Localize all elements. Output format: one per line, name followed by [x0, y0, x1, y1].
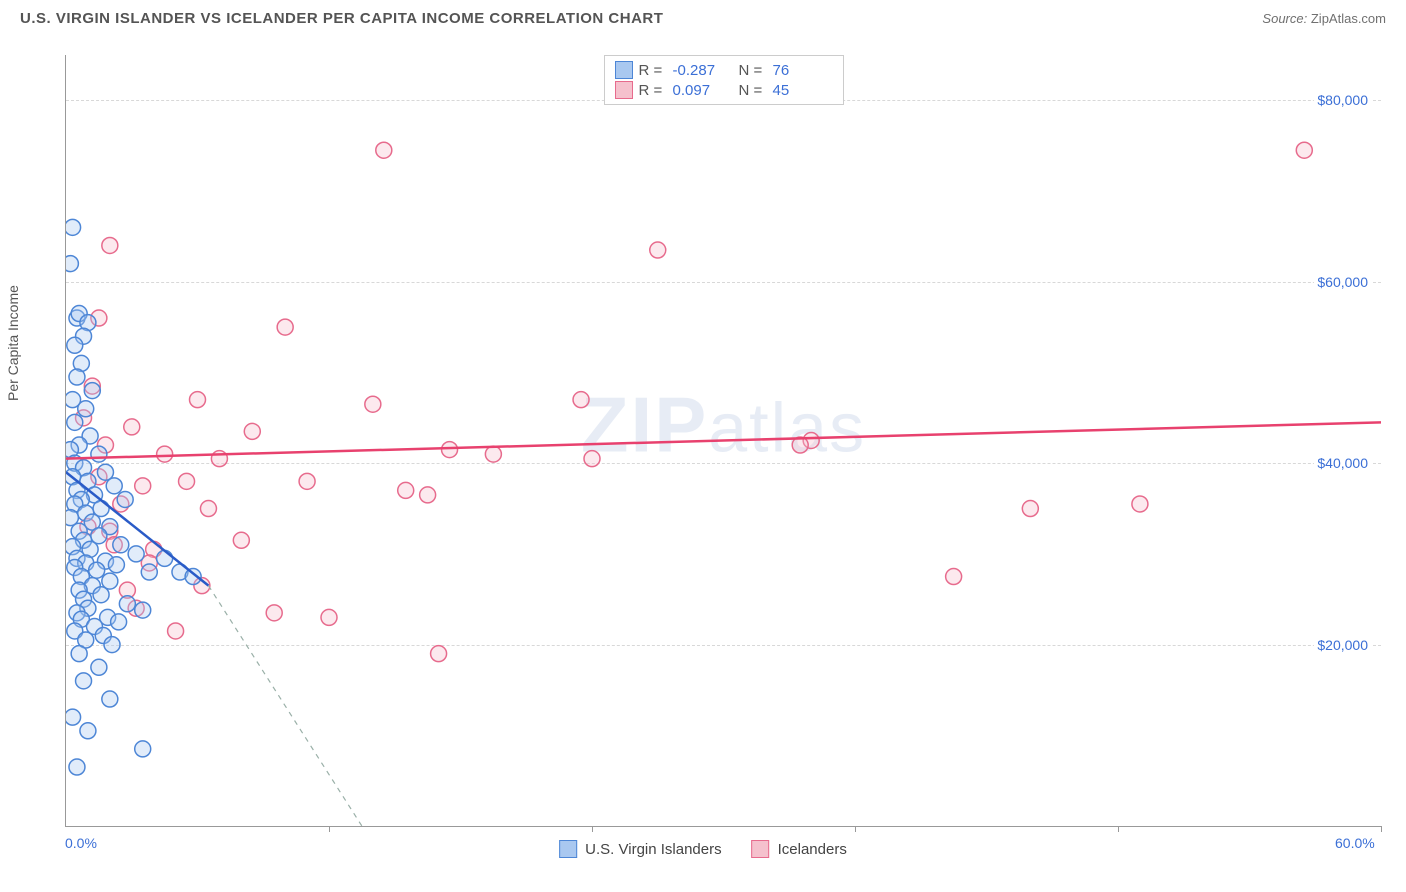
correlation-row-usvi: R = -0.287 N = 76	[615, 60, 833, 80]
data-point-usvi	[91, 446, 107, 462]
data-point-usvi	[106, 478, 122, 494]
n-value-iceland: 45	[773, 82, 833, 99]
data-point-iceland	[946, 569, 962, 585]
n-value-usvi: 76	[773, 62, 833, 79]
data-point-usvi	[128, 546, 144, 562]
chart-title: U.S. VIRGIN ISLANDER VS ICELANDER PER CA…	[20, 10, 663, 27]
x-axis-min-label: 0.0%	[65, 835, 97, 851]
legend-item-iceland: Icelanders	[752, 840, 847, 858]
data-point-usvi	[93, 587, 109, 603]
legend-item-usvi: U.S. Virgin Islanders	[559, 840, 721, 858]
data-point-iceland	[365, 396, 381, 412]
x-axis-max-label: 60.0%	[1335, 835, 1375, 851]
data-point-usvi	[80, 723, 96, 739]
x-tick	[592, 826, 593, 832]
data-point-iceland	[190, 392, 206, 408]
data-point-iceland	[244, 423, 260, 439]
legend-label-usvi: U.S. Virgin Islanders	[585, 841, 721, 858]
plot-svg	[66, 55, 1381, 826]
swatch-usvi	[615, 61, 633, 79]
data-point-usvi	[111, 614, 127, 630]
data-point-usvi	[84, 383, 100, 399]
data-point-usvi	[66, 219, 81, 235]
data-point-usvi	[113, 537, 129, 553]
data-point-usvi	[102, 691, 118, 707]
data-point-usvi	[135, 741, 151, 757]
data-point-usvi	[66, 709, 81, 725]
data-point-iceland	[157, 446, 173, 462]
data-point-iceland	[277, 319, 293, 335]
data-point-iceland	[321, 609, 337, 625]
data-point-usvi	[76, 673, 92, 689]
data-point-iceland	[420, 487, 436, 503]
data-point-usvi	[66, 256, 78, 272]
plot-area: ZIPatlas R = -0.287 N = 76 R = 0.097 N =…	[65, 55, 1381, 827]
data-point-iceland	[573, 392, 589, 408]
data-point-iceland	[650, 242, 666, 258]
r-value-iceland: 0.097	[673, 82, 733, 99]
data-point-iceland	[168, 623, 184, 639]
x-tick	[1381, 826, 1382, 832]
data-point-iceland	[1022, 501, 1038, 517]
data-point-usvi	[69, 759, 85, 775]
swatch-iceland	[615, 81, 633, 99]
chart-source: Source: ZipAtlas.com	[1262, 11, 1386, 26]
data-point-usvi	[67, 337, 83, 353]
data-point-usvi	[108, 557, 124, 573]
data-point-iceland	[135, 478, 151, 494]
data-point-iceland	[299, 473, 315, 489]
data-point-usvi	[67, 414, 83, 430]
data-point-iceland	[102, 237, 118, 253]
n-label: N =	[739, 62, 767, 79]
data-point-usvi	[69, 369, 85, 385]
x-tick	[329, 826, 330, 832]
data-point-iceland	[200, 501, 216, 517]
chart-container: Per Capita Income ZIPatlas R = -0.287 N …	[20, 45, 1386, 872]
legend-label-iceland: Icelanders	[778, 841, 847, 858]
data-point-iceland	[442, 442, 458, 458]
r-label: R =	[639, 82, 667, 99]
data-point-usvi	[89, 562, 105, 578]
data-point-iceland	[485, 446, 501, 462]
swatch-iceland	[752, 840, 770, 858]
n-label: N =	[739, 82, 767, 99]
data-point-iceland	[1132, 496, 1148, 512]
y-axis-label: Per Capita Income	[5, 285, 21, 401]
trend-line-dash-usvi	[208, 586, 361, 826]
data-point-usvi	[71, 646, 87, 662]
r-label: R =	[639, 62, 667, 79]
x-tick	[1118, 826, 1119, 832]
chart-header: U.S. VIRGIN ISLANDER VS ICELANDER PER CA…	[0, 0, 1406, 27]
swatch-usvi	[559, 840, 577, 858]
r-value-usvi: -0.287	[673, 62, 733, 79]
data-point-usvi	[135, 602, 151, 618]
data-point-iceland	[376, 142, 392, 158]
data-point-usvi	[141, 564, 157, 580]
source-label: Source:	[1262, 11, 1307, 26]
data-point-iceland	[1296, 142, 1312, 158]
source-value: ZipAtlas.com	[1311, 11, 1386, 26]
data-point-usvi	[117, 491, 133, 507]
data-point-usvi	[91, 659, 107, 675]
data-point-iceland	[266, 605, 282, 621]
data-point-usvi	[119, 596, 135, 612]
data-point-iceland	[584, 451, 600, 467]
data-point-iceland	[431, 646, 447, 662]
data-point-iceland	[179, 473, 195, 489]
data-point-usvi	[157, 550, 173, 566]
data-point-iceland	[124, 419, 140, 435]
data-point-usvi	[78, 401, 94, 417]
data-point-usvi	[104, 637, 120, 653]
data-point-iceland	[233, 532, 249, 548]
series-legend: U.S. Virgin Islanders Icelanders	[559, 840, 847, 858]
data-point-iceland	[398, 482, 414, 498]
trend-line-iceland	[66, 422, 1381, 458]
correlation-row-iceland: R = 0.097 N = 45	[615, 80, 833, 100]
x-tick	[855, 826, 856, 832]
correlation-legend: R = -0.287 N = 76 R = 0.097 N = 45	[604, 55, 844, 105]
